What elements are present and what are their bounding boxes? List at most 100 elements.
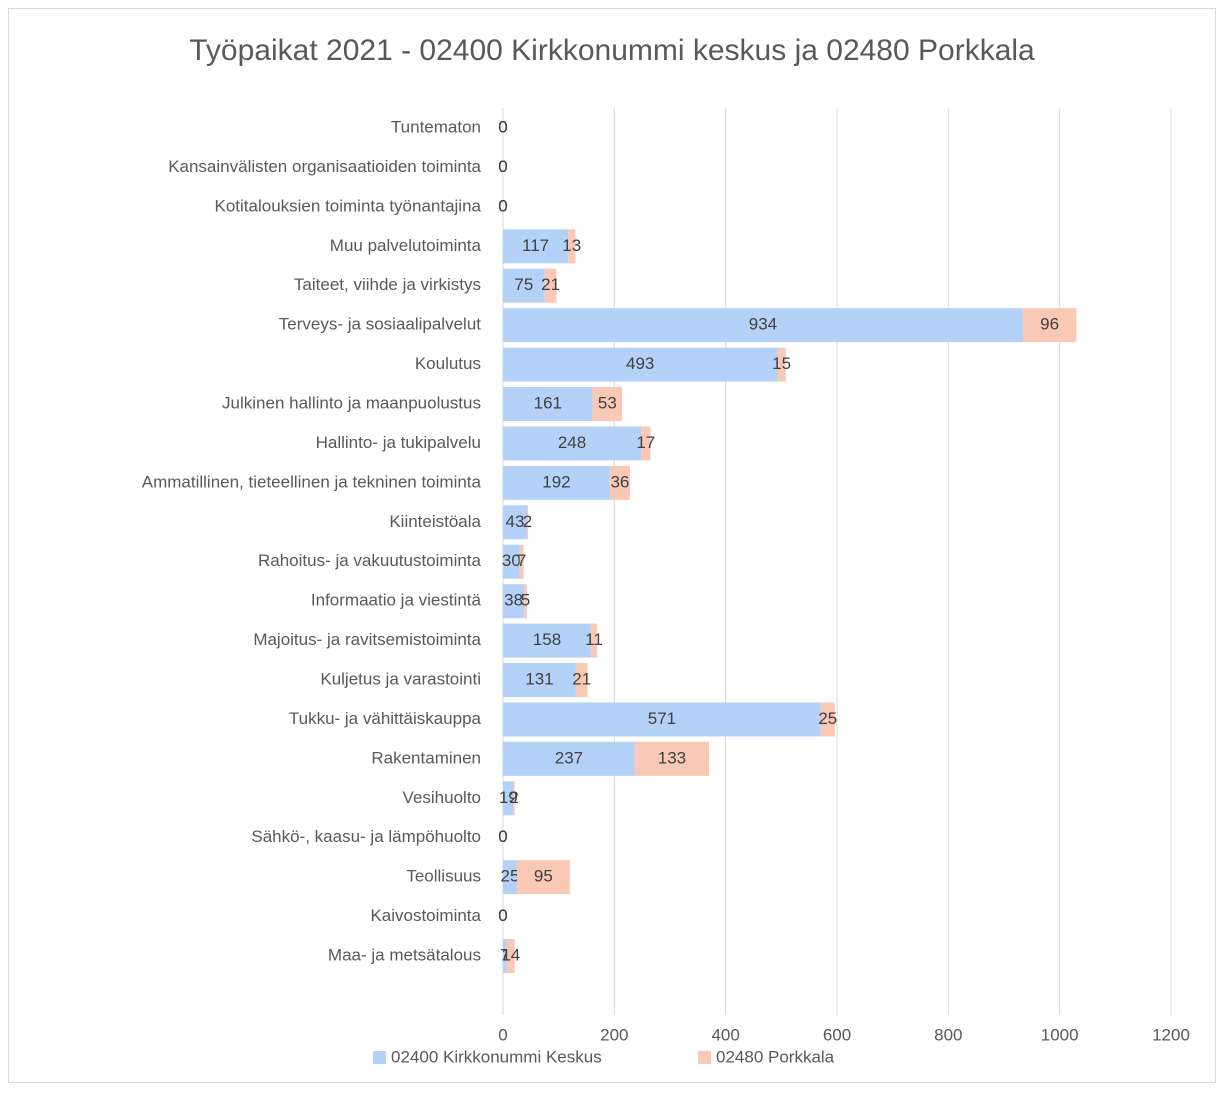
y-tick-label: Rahoitus- ja vakuutustoiminta	[258, 551, 482, 570]
y-tick-label: Muu palvelutoiminta	[330, 236, 482, 255]
data-label: 0	[498, 906, 507, 925]
bar-segment	[503, 781, 514, 816]
data-label: 0	[498, 827, 507, 846]
data-label: 25	[500, 867, 519, 886]
bar-segment	[1022, 308, 1077, 343]
data-label: 53	[598, 393, 617, 412]
bar-segment	[568, 229, 576, 264]
data-label: 11	[585, 630, 603, 649]
legend-label: 02400 Kirkkonummi Keskus	[391, 1047, 602, 1066]
legend-label: 02480 Porkkala	[716, 1047, 835, 1066]
bar-segment	[503, 347, 778, 382]
data-label: 158	[533, 630, 561, 649]
data-label: 17	[636, 433, 655, 452]
data-label: 0	[498, 906, 507, 925]
bar-segment	[503, 268, 545, 303]
data-label: 43	[506, 512, 525, 531]
bar-segment	[820, 702, 835, 737]
data-label: 0	[498, 157, 507, 176]
y-tick-label: Kansainvälisten organisaatioiden toimint…	[168, 157, 481, 176]
data-label: 5	[521, 591, 530, 610]
data-label: 493	[626, 354, 654, 373]
bar-segment	[516, 860, 570, 895]
bar-segment	[609, 465, 630, 500]
data-label: 0	[498, 196, 507, 215]
data-label: 7	[517, 551, 526, 570]
x-tick-label: 800	[934, 1025, 962, 1044]
y-tick-label: Terveys- ja sosiaalipalvelut	[279, 315, 481, 334]
y-tick-label: Kuljetus ja varastointi	[320, 670, 481, 689]
bar-segment	[506, 939, 515, 974]
y-tick-label: Koulutus	[415, 354, 481, 373]
bar-segment	[575, 663, 588, 698]
data-label: 13	[562, 236, 581, 255]
bar-segment	[503, 741, 635, 776]
data-label: 131	[525, 670, 553, 689]
data-label: 934	[749, 315, 777, 334]
x-tick-label: 200	[600, 1025, 628, 1044]
data-label: 117	[522, 236, 549, 255]
y-tick-label: Teollisuus	[406, 867, 481, 886]
y-tick-label: Maa- ja metsätalous	[328, 946, 481, 965]
data-label: 0	[498, 196, 507, 215]
data-label: 248	[558, 433, 586, 452]
bar-segment	[592, 387, 623, 422]
data-label: 2	[509, 788, 518, 807]
data-label: 0	[498, 827, 507, 846]
bar-segment	[503, 939, 507, 974]
y-tick-label: Majoitus- ja ravitsemistoiminta	[253, 630, 481, 649]
chart-title: Työpaikat 2021 - 02400 Kirkkonummi kesku…	[189, 34, 1035, 67]
data-label: 96	[1040, 315, 1059, 334]
y-tick-label: Ammatillinen, tieteellinen ja tekninen t…	[142, 472, 482, 491]
data-label: 15	[772, 354, 791, 373]
x-tick-label: 1200	[1152, 1025, 1190, 1044]
data-label: 237	[555, 748, 583, 767]
bar-segment	[503, 623, 591, 658]
data-label: 21	[572, 670, 591, 689]
data-label: 25	[818, 709, 837, 728]
y-tick-label: Tuntematon	[391, 117, 481, 136]
x-tick-label: 0	[498, 1025, 507, 1044]
data-label: 0	[498, 117, 507, 136]
chart-border	[8, 8, 1216, 1083]
x-tick-label: 1000	[1041, 1025, 1079, 1044]
x-tick-label: 600	[823, 1025, 851, 1044]
data-label: 19	[499, 788, 518, 807]
data-label: 0	[498, 117, 507, 136]
bar-segment	[503, 387, 593, 422]
bar-segment	[634, 741, 709, 776]
bar-segment	[503, 308, 1023, 343]
bar-segment	[503, 860, 517, 895]
data-label: 2	[523, 512, 532, 531]
data-label: 7	[500, 946, 509, 965]
x-tick-label: 400	[711, 1025, 739, 1044]
bar-segment	[503, 229, 569, 264]
bar-segment	[503, 702, 821, 737]
legend-swatch	[698, 1051, 711, 1064]
data-label: 21	[541, 275, 560, 294]
bar-segment	[513, 781, 515, 816]
data-label: 38	[504, 591, 523, 610]
bar-segment	[641, 426, 651, 461]
bar-segment	[544, 268, 557, 303]
y-tick-label: Hallinto- ja tukipalvelu	[316, 433, 481, 452]
y-tick-label: Kiinteistöala	[389, 512, 481, 531]
bar-segment	[524, 584, 527, 619]
data-label: 161	[534, 393, 562, 412]
y-tick-label: Taiteet, viihde ja virkistys	[294, 275, 481, 294]
bar-segment	[503, 465, 610, 500]
y-tick-label: Kotitalouksien toiminta työnantajina	[215, 196, 482, 215]
data-label: 75	[514, 275, 533, 294]
bar-segment	[503, 663, 576, 698]
data-label: 192	[542, 472, 570, 491]
bar-segment	[519, 544, 524, 579]
y-tick-label: Vesihuolto	[403, 788, 481, 807]
legend-swatch	[373, 1051, 386, 1064]
bar-segment	[503, 505, 527, 540]
bar-segment	[503, 544, 520, 579]
bar-segment	[503, 426, 642, 461]
y-tick-label: Sähkö-, kaasu- ja lämpöhuolto	[251, 827, 481, 846]
data-label: 133	[658, 748, 686, 767]
bar-segment	[777, 347, 786, 382]
